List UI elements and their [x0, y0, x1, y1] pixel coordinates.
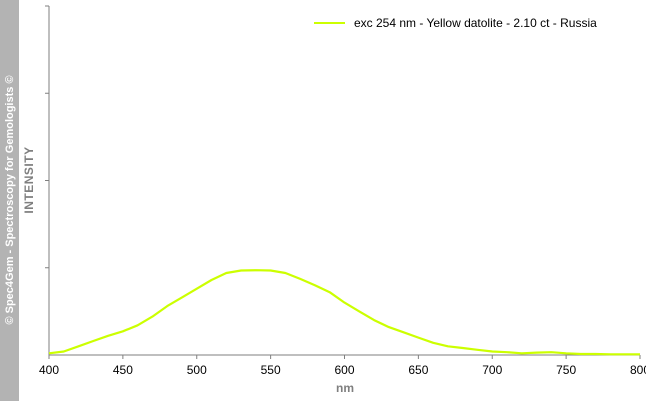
y-axis-label: INTENSITY: [22, 146, 36, 214]
x-axis-label: nm: [336, 381, 354, 395]
series-layer: [48, 269, 640, 356]
tick-labels: 400 450 500 550 600 650 700 750 800: [39, 363, 646, 377]
legend-label: exc 254 nm - Yellow datolite - 2.10 ct -…: [354, 16, 597, 30]
legend-swatch: [314, 22, 345, 24]
x-tick-label: 550: [261, 363, 281, 377]
x-tick-label: 450: [113, 363, 133, 377]
side-banner: © Spec4Gem - Spectroscopy for Gemologist…: [0, 0, 19, 401]
x-tick-label: 800: [630, 363, 646, 377]
ticks: [45, 5, 641, 359]
x-tick-label: 500: [187, 363, 207, 377]
x-tick-label: 400: [39, 363, 59, 377]
x-tick-label: 700: [482, 363, 502, 377]
series-line: [48, 269, 640, 356]
x-tick-label: 600: [334, 363, 354, 377]
x-tick-label: 650: [408, 363, 428, 377]
x-tick-label: 750: [556, 363, 576, 377]
legend: exc 254 nm - Yellow datolite - 2.10 ct -…: [314, 16, 597, 30]
